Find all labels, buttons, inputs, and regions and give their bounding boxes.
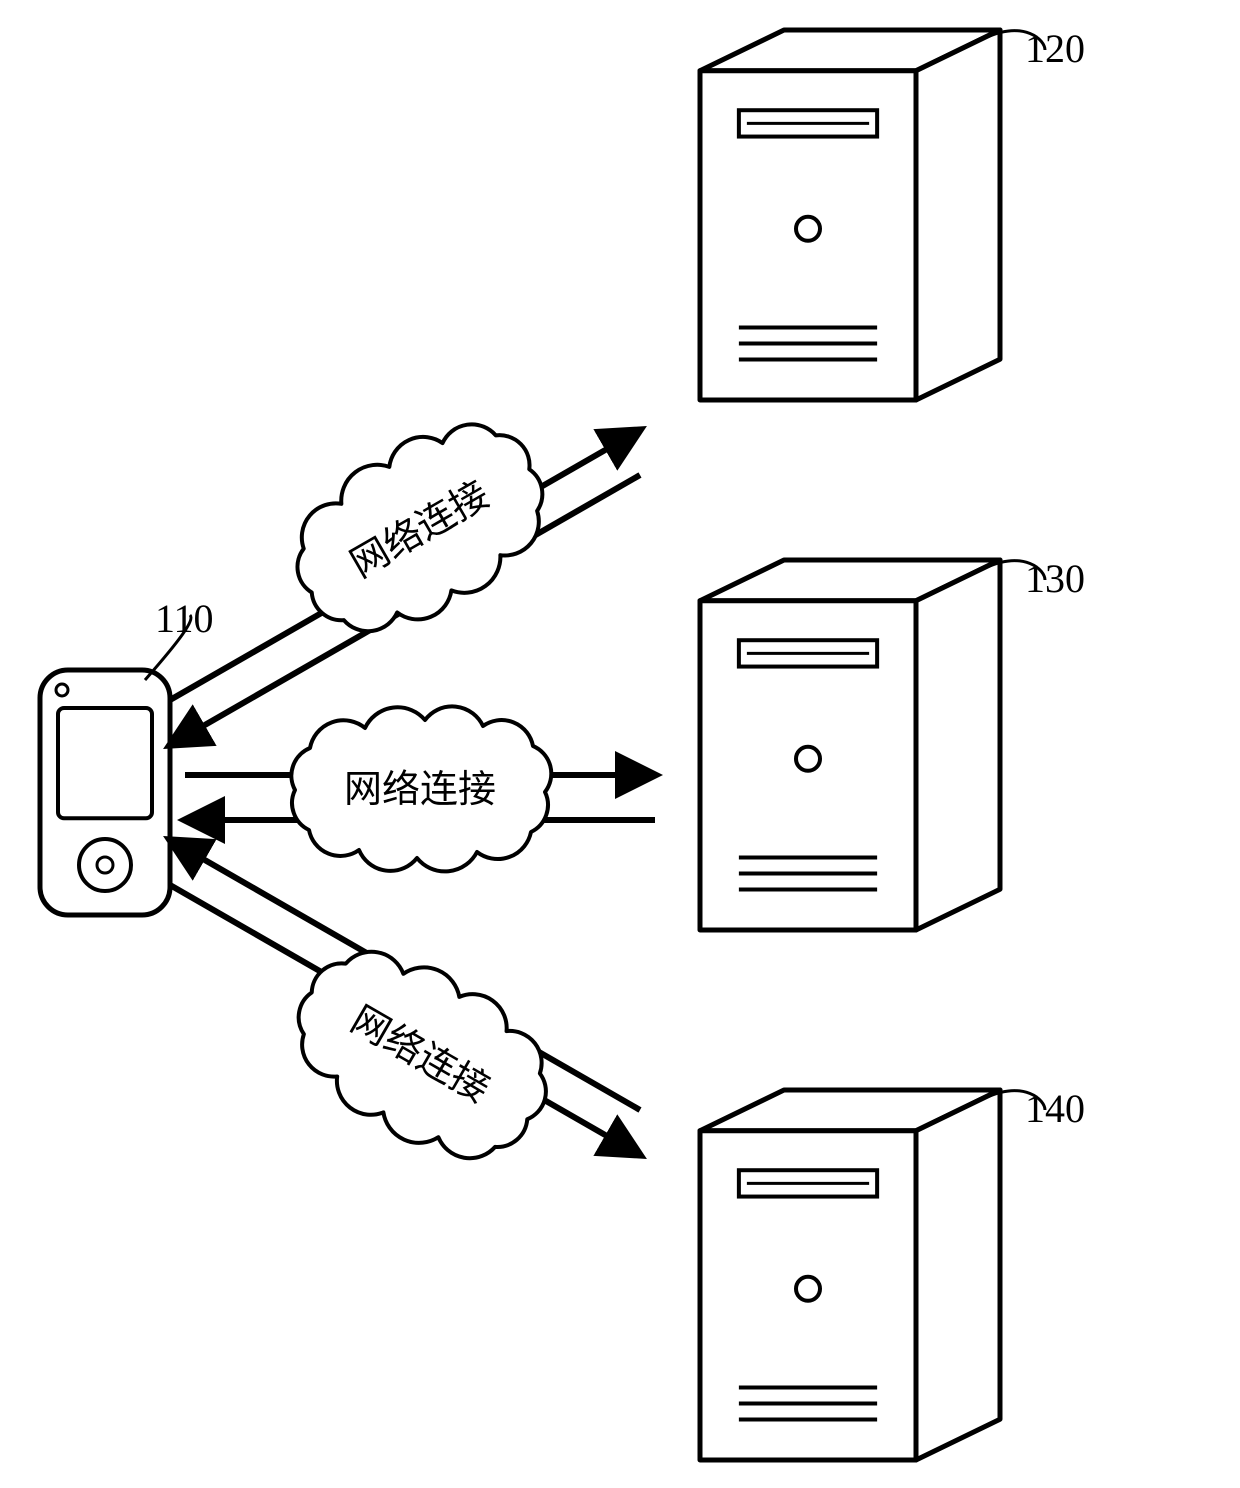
device-id-label: 110 [155,595,214,642]
server-id-label-1: 130 [1025,555,1085,602]
cloud-label: 网络连接 [268,918,576,1191]
cloud-label: 网络连接 [291,706,551,871]
server-icon [700,30,1000,400]
mobile-device-icon [40,670,170,915]
server-icon [700,1090,1000,1460]
server-id-label-2: 140 [1025,1085,1085,1132]
network-diagram: 网络连接网络连接网络连接 [0,0,1240,1488]
server-id-label-0: 120 [1025,25,1085,72]
server-icon [700,560,1000,930]
cloud-label: 网络连接 [267,392,575,665]
cloud-label-text: 网络连接 [344,769,496,811]
